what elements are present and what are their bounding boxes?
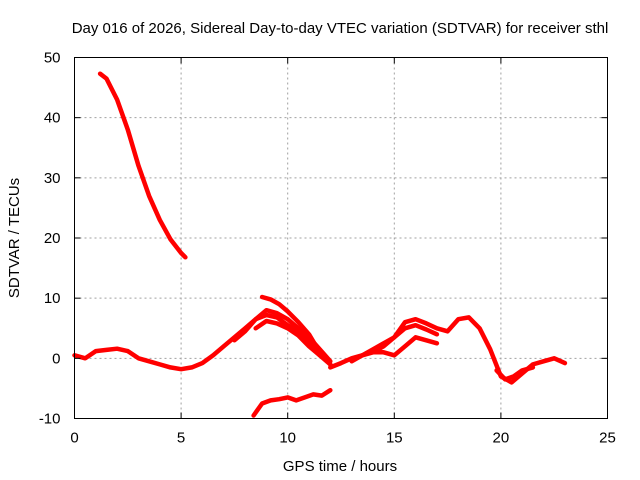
x-tick-labels: 0 5 10 15 20 25 [70, 430, 616, 447]
series-track-right-b [349, 322, 440, 364]
series-track-high [97, 71, 188, 260]
x-tick-label: 15 [386, 430, 403, 447]
y-tick-label: 30 [44, 170, 61, 187]
chart-title: Day 016 of 2026, Sidereal Day-to-day VTE… [72, 20, 609, 37]
y-axis-title: SDTVAR / TECUs [6, 178, 23, 298]
grid [74, 57, 608, 419]
series-track-right-c [370, 335, 440, 358]
series-track-mid-c [253, 318, 322, 358]
x-tick-label: 20 [493, 430, 510, 447]
series-track-low [251, 387, 333, 418]
axes [74, 57, 608, 419]
y-tick-label: 40 [44, 110, 61, 127]
x-tick-label: 10 [279, 430, 296, 447]
series-track-mid-b [259, 294, 333, 367]
x-axis-title: GPS time / hours [283, 458, 397, 475]
series-layer [72, 71, 568, 418]
x-tick-label: 0 [70, 430, 78, 447]
x-tick-label: 25 [599, 430, 616, 447]
y-tick-label: 20 [44, 230, 61, 247]
y-tick-label: 10 [44, 290, 61, 307]
y-tick-label: -10 [39, 411, 61, 428]
y-tick-label: 50 [44, 50, 61, 67]
series-track-right-a [328, 315, 568, 385]
x-tick-label: 5 [177, 430, 185, 447]
series-track-base [72, 312, 333, 372]
series-track-right-d [494, 365, 536, 382]
y-tick-labels: -10 0 10 20 30 40 50 [39, 50, 61, 428]
y-tick-label: 0 [52, 350, 60, 367]
